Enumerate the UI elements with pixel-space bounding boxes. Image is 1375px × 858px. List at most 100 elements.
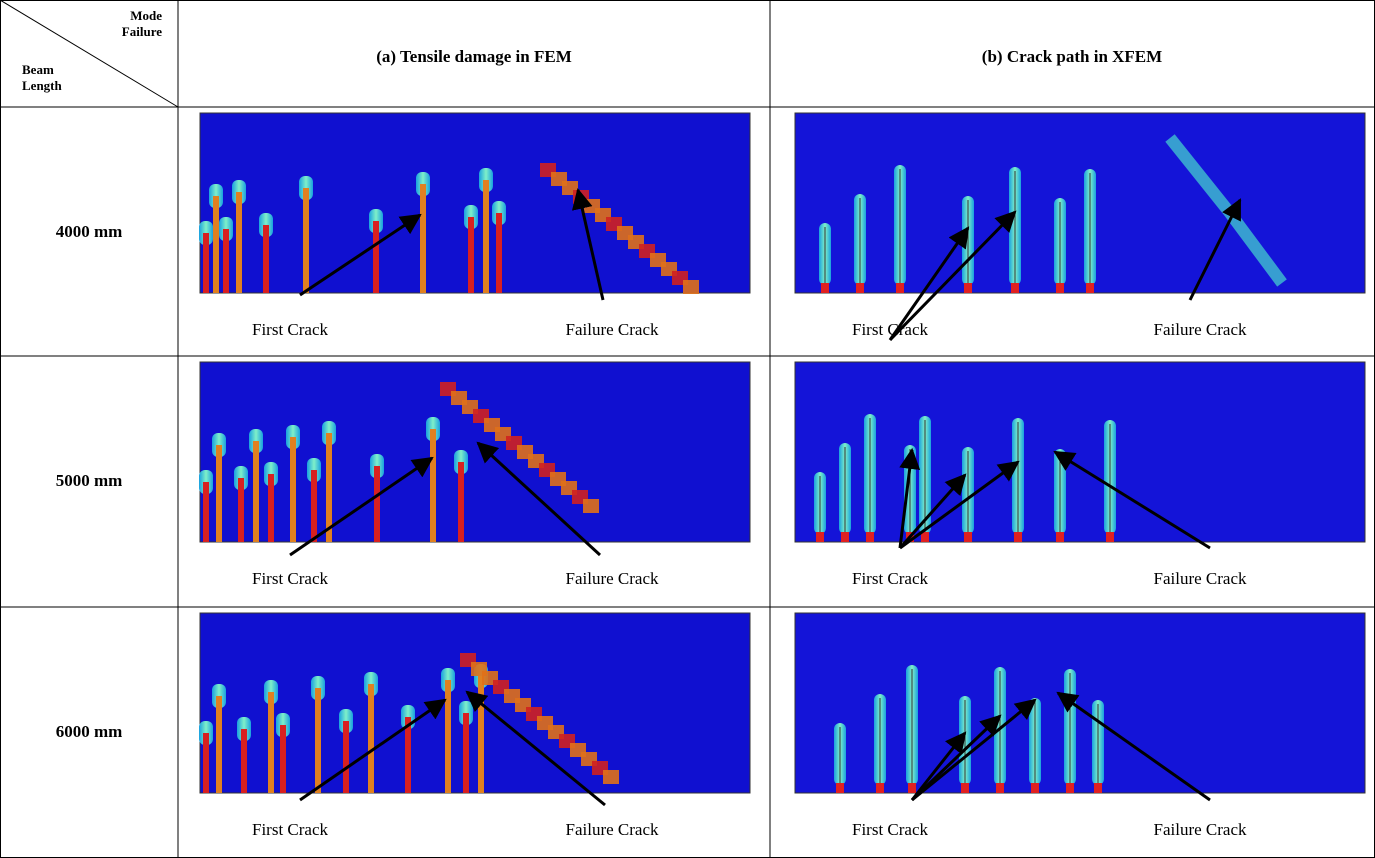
damage-bar	[468, 217, 474, 293]
crack-foot	[1086, 283, 1094, 293]
crack-foot	[908, 783, 916, 793]
arrow	[465, 690, 606, 807]
damage-bar	[290, 437, 296, 542]
corner-text: Length	[22, 78, 63, 93]
arrow	[299, 213, 422, 297]
damage-bar	[315, 688, 321, 793]
arrow	[888, 210, 1017, 342]
damage-bar	[236, 192, 242, 293]
corner-text: Failure	[122, 24, 162, 39]
damage-bar	[203, 482, 209, 542]
annotation: First Crack	[852, 820, 929, 839]
arrow	[299, 698, 447, 802]
damage-bar	[458, 462, 464, 542]
arrow	[571, 187, 605, 301]
crack-foot	[1031, 783, 1039, 793]
crack-foot	[921, 532, 929, 542]
damage-bar	[405, 717, 411, 793]
damage-bar	[280, 725, 286, 793]
damage-bar	[374, 466, 380, 542]
crack-foot	[1106, 532, 1114, 542]
annotation: Failure Crack	[1154, 569, 1247, 588]
damage-bar	[203, 733, 209, 793]
damage-bar	[216, 696, 222, 793]
damage-bar	[213, 196, 219, 293]
crack-foot	[876, 783, 884, 793]
crack-foot	[841, 532, 849, 542]
annotation: First Crack	[852, 569, 929, 588]
damage-bar	[223, 229, 229, 293]
crack-foot	[996, 783, 1004, 793]
damage-bar	[326, 433, 332, 542]
annotation: First Crack	[252, 820, 329, 839]
damage-bar	[478, 676, 484, 793]
crack-foot	[961, 783, 969, 793]
corner-text: Mode	[130, 8, 162, 23]
damage-bar	[238, 478, 244, 542]
damage-bar	[496, 213, 502, 293]
arrow	[888, 226, 970, 341]
damage-bar	[430, 429, 436, 542]
annotation: Failure Crack	[566, 820, 659, 839]
damage-bar	[343, 721, 349, 793]
crack-foot	[836, 783, 844, 793]
column-header: (a) Tensile damage in FEM	[376, 47, 572, 66]
corner-text: Beam	[22, 62, 54, 77]
crack-foot	[816, 532, 824, 542]
damage-bar	[203, 233, 209, 293]
damage-bar	[241, 729, 247, 793]
damage-bar	[445, 680, 451, 793]
annotation: First Crack	[852, 320, 929, 339]
damage-band	[583, 499, 599, 513]
xfem-image	[794, 361, 1366, 543]
column-header: (b) Crack path in XFEM	[982, 47, 1162, 66]
row-label: 5000 mm	[56, 471, 123, 490]
arrow	[911, 698, 1037, 802]
crack-foot	[964, 532, 972, 542]
annotation: Failure Crack	[566, 320, 659, 339]
crack-foot	[896, 283, 904, 293]
crack-foot	[856, 283, 864, 293]
arrow	[910, 714, 1002, 802]
crack-foot	[1056, 532, 1064, 542]
damage-band	[603, 770, 619, 784]
row-label: 6000 mm	[56, 722, 123, 741]
damage-bar	[303, 188, 309, 293]
damage-bar	[368, 684, 374, 793]
arrow	[910, 731, 967, 801]
damage-bar	[263, 225, 269, 293]
crack-foot	[866, 532, 874, 542]
crack-foot	[821, 283, 829, 293]
arrow	[1056, 691, 1211, 802]
annotation: First Crack	[252, 569, 329, 588]
damage-bar	[483, 180, 489, 293]
fem-image	[199, 361, 751, 543]
damage-bar	[268, 692, 274, 793]
arrow	[1188, 198, 1242, 301]
damage-bar	[216, 445, 222, 542]
crack-foot	[1011, 283, 1019, 293]
row-label: 4000 mm	[56, 222, 123, 241]
damage-bar	[463, 713, 469, 793]
crack-foot	[1056, 283, 1064, 293]
damage-bar	[311, 470, 317, 542]
arrow	[289, 456, 434, 557]
annotation: Failure Crack	[1154, 820, 1247, 839]
arrow	[898, 447, 921, 549]
arrow	[1053, 450, 1211, 550]
crack-foot	[1094, 783, 1102, 793]
annotation: Failure Crack	[1154, 320, 1247, 339]
arrow	[899, 460, 1020, 550]
arrow	[898, 473, 967, 549]
crack-foot	[1066, 783, 1074, 793]
damage-bar	[373, 221, 379, 293]
damage-bar	[268, 474, 274, 542]
annotation: Failure Crack	[566, 569, 659, 588]
annotation: First Crack	[252, 320, 329, 339]
xfem-image	[794, 612, 1366, 794]
damage-bar	[253, 441, 259, 542]
damage-bar	[420, 184, 426, 293]
damage-band	[683, 280, 699, 294]
